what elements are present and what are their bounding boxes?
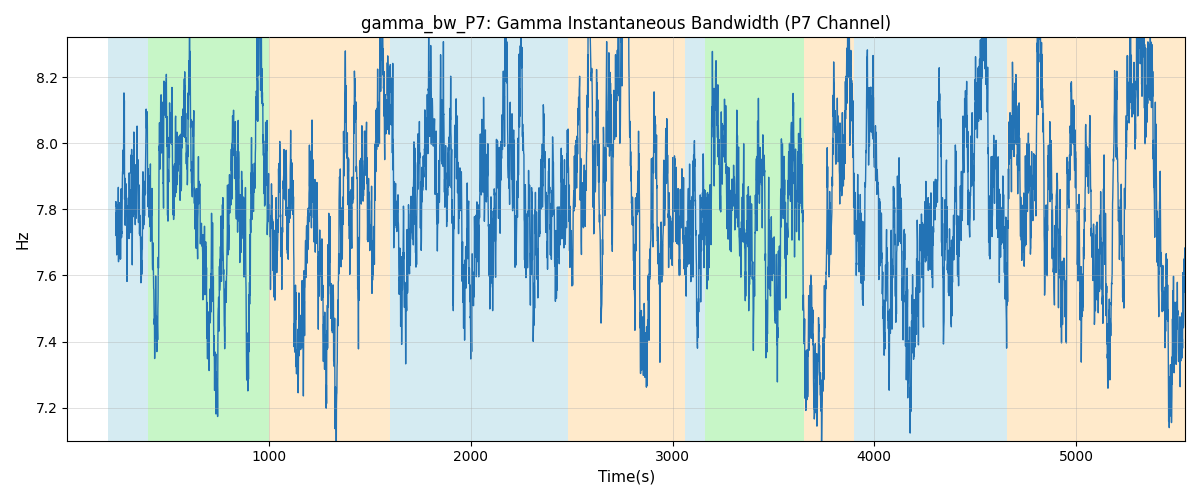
- Y-axis label: Hz: Hz: [16, 230, 30, 249]
- Bar: [1008, 38, 1186, 440]
- X-axis label: Time(s): Time(s): [598, 470, 655, 485]
- Bar: [568, 38, 685, 440]
- Bar: [390, 38, 568, 440]
- Bar: [854, 38, 1008, 440]
- Bar: [269, 38, 390, 440]
- Bar: [804, 38, 854, 440]
- Bar: [148, 38, 269, 440]
- Title: gamma_bw_P7: Gamma Instantaneous Bandwidth (P7 Channel): gamma_bw_P7: Gamma Instantaneous Bandwid…: [361, 15, 892, 34]
- Bar: [685, 38, 704, 440]
- Bar: [704, 38, 804, 440]
- Bar: [108, 38, 148, 440]
